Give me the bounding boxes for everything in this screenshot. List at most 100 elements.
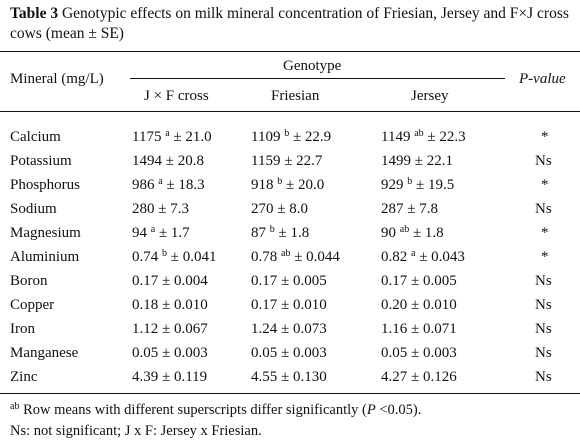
row-value-je: 1499 ± 22.1 bbox=[381, 152, 453, 170]
header-pvalue: P-value bbox=[519, 70, 566, 88]
top-rule bbox=[0, 51, 580, 52]
row-mineral-name: Potassium bbox=[10, 153, 72, 169]
value-se: ± 1.7 bbox=[158, 225, 190, 241]
value-se: ± 22.1 bbox=[414, 153, 453, 169]
value-mean: 1159 bbox=[251, 153, 281, 169]
footnote-significance: ab Row means with different superscripts… bbox=[10, 400, 421, 420]
value-mean: 1499 bbox=[381, 153, 411, 169]
header-col-friesian: Friesian bbox=[271, 88, 320, 104]
value-se: ± 0.004 bbox=[162, 273, 208, 289]
row-mineral-name: Iron bbox=[10, 321, 35, 337]
value-mean: 87 bbox=[251, 225, 266, 241]
value-se: ± 7.8 bbox=[407, 201, 438, 217]
row-value-je: 1.16 ± 0.071 bbox=[381, 320, 457, 338]
value-mean: 918 bbox=[251, 177, 274, 193]
value-mean: 929 bbox=[381, 177, 404, 193]
caption-label: Table 3 bbox=[10, 5, 59, 22]
row-value-fr: 4.55 ± 0.130 bbox=[251, 368, 327, 386]
significance-superscript: ab bbox=[281, 248, 291, 259]
value-se: ± 0.073 bbox=[281, 321, 327, 337]
value-mean: 0.17 bbox=[132, 273, 159, 289]
row-mineral-name: Sodium bbox=[10, 201, 57, 217]
value-mean: 986 bbox=[132, 177, 155, 193]
significance-superscript: b bbox=[162, 248, 167, 259]
value-se: ± 0.126 bbox=[411, 369, 457, 385]
bottom-rule bbox=[0, 393, 580, 394]
value-se: ± 0.003 bbox=[281, 345, 327, 361]
value-mean: 0.05 bbox=[251, 345, 278, 361]
value-mean: 1.24 bbox=[251, 321, 278, 337]
row-mineral-name: Magnesium bbox=[10, 225, 81, 241]
row-mineral-name: Aluminium bbox=[10, 249, 80, 265]
header-genotype: Genotype bbox=[283, 58, 342, 74]
value-se: ± 19.5 bbox=[416, 177, 455, 193]
row-mineral-name: Boron bbox=[10, 273, 48, 289]
row-value-jf: 0.74 b ± 0.041 bbox=[132, 248, 216, 266]
footnote-sig-end: <0.05). bbox=[375, 402, 422, 418]
value-se: ± 1.8 bbox=[278, 225, 310, 241]
value-mean: 270 bbox=[251, 201, 274, 217]
row-value-je: 0.17 ± 0.005 bbox=[381, 272, 457, 290]
row-value-fr: 0.05 ± 0.003 bbox=[251, 344, 327, 362]
value-se: ± 0.003 bbox=[411, 345, 457, 361]
value-mean: 0.05 bbox=[132, 345, 159, 361]
value-se: ± 0.119 bbox=[162, 369, 208, 385]
value-mean: 0.78 bbox=[251, 249, 278, 265]
row-value-jf: 0.05 ± 0.003 bbox=[132, 344, 208, 362]
value-mean: 280 bbox=[132, 201, 155, 217]
value-se: ± 0.067 bbox=[162, 321, 208, 337]
header-rule bbox=[0, 111, 580, 112]
row-value-fr: 0.17 ± 0.005 bbox=[251, 272, 327, 290]
row-pvalue: Ns bbox=[535, 321, 552, 337]
value-se: ± 1.8 bbox=[412, 225, 444, 241]
value-mean: 1175 bbox=[132, 129, 162, 145]
value-mean: 4.39 bbox=[132, 369, 159, 385]
value-mean: 0.17 bbox=[381, 273, 408, 289]
row-value-jf: 280 ± 7.3 bbox=[132, 200, 189, 218]
value-se: ± 0.005 bbox=[281, 273, 327, 289]
value-se: ± 7.3 bbox=[158, 201, 189, 217]
footnote-sup: ab bbox=[10, 401, 20, 412]
row-value-jf: 0.18 ± 0.010 bbox=[132, 296, 208, 314]
row-value-fr: 1109 b ± 22.9 bbox=[251, 128, 331, 146]
value-mean: 94 bbox=[132, 225, 147, 241]
significance-superscript: b bbox=[407, 176, 413, 187]
row-mineral-name: Phosphorus bbox=[10, 177, 81, 193]
value-mean: 0.17 bbox=[251, 273, 278, 289]
row-value-jf: 1175 a ± 21.0 bbox=[132, 128, 212, 146]
significance-superscript: b bbox=[284, 128, 290, 139]
row-value-jf: 94 a ± 1.7 bbox=[132, 224, 190, 242]
row-value-je: 90 ab ± 1.8 bbox=[381, 224, 444, 242]
value-se: ± 0.041 bbox=[170, 249, 217, 265]
row-pvalue: Ns bbox=[535, 201, 552, 217]
significance-superscript: a bbox=[150, 224, 156, 235]
row-value-jf: 0.17 ± 0.004 bbox=[132, 272, 208, 290]
row-value-fr: 0.78 ab ± 0.044 bbox=[251, 248, 340, 266]
value-se: ± 0.044 bbox=[294, 249, 340, 265]
value-mean: 0.82 bbox=[381, 249, 408, 265]
footnote-sig-text: Row means with different superscripts di… bbox=[19, 402, 367, 418]
significance-superscript: a bbox=[158, 176, 163, 187]
row-value-je: 4.27 ± 0.126 bbox=[381, 368, 457, 386]
row-mineral-name: Calcium bbox=[10, 129, 61, 145]
value-mean: 0.17 bbox=[251, 297, 278, 313]
row-value-je: 929 b ± 19.5 bbox=[381, 176, 454, 194]
value-se: ± 0.010 bbox=[411, 297, 457, 313]
footnote-p: P bbox=[366, 402, 376, 418]
value-se: ± 22.9 bbox=[292, 129, 332, 145]
significance-superscript: a bbox=[411, 248, 416, 259]
value-mean: 1.12 bbox=[132, 321, 159, 337]
value-mean: 4.55 bbox=[251, 369, 278, 385]
row-value-je: 287 ± 7.8 bbox=[381, 200, 438, 218]
value-mean: 1.16 bbox=[381, 321, 408, 337]
value-se: ± 0.003 bbox=[162, 345, 208, 361]
row-value-jf: 4.39 ± 0.119 bbox=[132, 368, 207, 386]
value-mean: 1149 bbox=[381, 129, 411, 145]
value-se: ± 0.071 bbox=[411, 321, 457, 337]
value-se: ± 0.130 bbox=[281, 369, 327, 385]
significance-superscript: ab bbox=[399, 224, 410, 235]
value-mean: 4.27 bbox=[381, 369, 408, 385]
value-se: ± 0.043 bbox=[419, 249, 465, 265]
header-col-jersey: Jersey bbox=[411, 88, 449, 104]
value-mean: 0.18 bbox=[132, 297, 159, 313]
